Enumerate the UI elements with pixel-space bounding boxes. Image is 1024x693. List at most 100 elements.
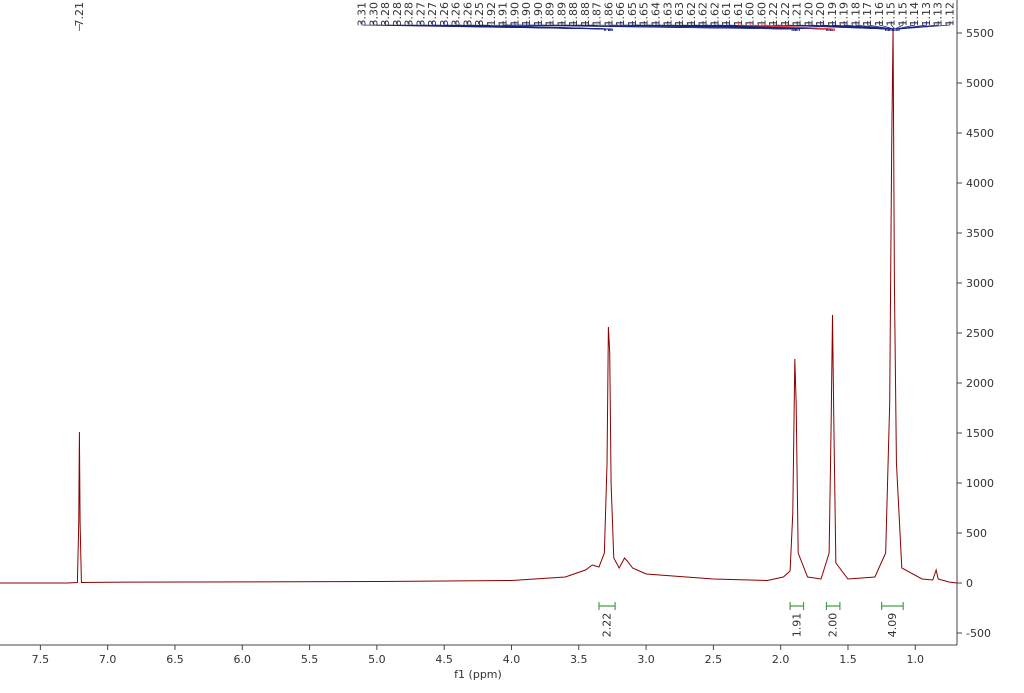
peak-label: 1.61 [720, 2, 733, 27]
peak-label: 1.19 [826, 2, 839, 27]
peak-label: 1.14 [908, 2, 921, 27]
peak-label: 1.90 [520, 2, 533, 27]
peak-label: 1.22 [767, 2, 780, 27]
peak-connector [896, 21, 916, 31]
x-tick-label: 5.5 [301, 653, 319, 666]
peak-label: 1.89 [555, 2, 568, 27]
peak-label: 3.26 [461, 2, 474, 27]
peak-label: 1.63 [661, 2, 674, 27]
peak-connector [898, 21, 951, 31]
y-tick-label: 500 [966, 527, 987, 540]
peak-label: 1.86 [602, 2, 615, 27]
peak-connector [479, 21, 613, 31]
x-tick-label: 7.5 [32, 653, 50, 666]
peak-label: 1.21 [791, 2, 804, 27]
peak-label: 1.13 [920, 2, 933, 27]
y-tick-label: 0 [966, 577, 973, 590]
peak-label: 3.28 [379, 2, 392, 27]
x-tick-label: 7.0 [99, 653, 117, 666]
peak-connector [820, 21, 889, 31]
y-tick-label: 4000 [966, 177, 994, 190]
integral-label: 4.09 [886, 613, 899, 638]
peak-label: 1.64 [650, 2, 663, 27]
peak-label: 1.15 [885, 2, 898, 27]
integral-bracket [789, 602, 805, 610]
x-tick-label: 6.5 [166, 653, 184, 666]
peak-label: 3.28 [403, 2, 416, 27]
x-tick-label: 4.0 [503, 653, 521, 666]
peak-label: 1.90 [508, 2, 521, 27]
peak-label: 1.20 [802, 2, 815, 27]
peak-label: 3.26 [438, 2, 451, 27]
y-tick-label: 3000 [966, 277, 994, 290]
peak-label: 1.61 [732, 2, 745, 27]
y-tick-label: 5000 [966, 77, 994, 90]
peak-label: 1.12 [944, 2, 957, 27]
peak-label: 3.28 [391, 2, 404, 27]
peak-label: 1.62 [685, 2, 698, 27]
peak-label: 1.66 [614, 2, 627, 27]
x-tick-label: 4.5 [435, 653, 453, 666]
peak-connector [894, 21, 904, 31]
y-tick-label: 5500 [966, 27, 994, 40]
x-tick-label: 6.0 [234, 653, 252, 666]
x-tick-label: 1.0 [907, 653, 925, 666]
integral-bracket [881, 602, 904, 610]
peak-label: 1.89 [544, 2, 557, 27]
spectrum-line [0, 27, 958, 584]
x-tick-label: 3.5 [570, 653, 588, 666]
peak-connector [879, 21, 895, 31]
y-tick-label: 1000 [966, 477, 994, 490]
peak-label: 1.20 [814, 2, 827, 27]
peak-label: 1.90 [532, 2, 545, 27]
y-tick-label: 3500 [966, 227, 994, 240]
peak-label: 1.15 [896, 2, 909, 27]
peak-label: 3.26 [450, 2, 463, 27]
integral-bracket [598, 602, 616, 610]
integral-label: 2.00 [827, 613, 840, 638]
peak-label: 1.92 [485, 2, 498, 27]
peak-label: 3.27 [426, 2, 439, 27]
peak-label: 1.18 [849, 2, 862, 27]
peak-label: 1.62 [697, 2, 710, 27]
x-axis-label: f1 (ppm) [454, 668, 502, 681]
x-tick-label: 2.0 [772, 653, 790, 666]
peak-label: 1.16 [873, 2, 886, 27]
peak-label: 1.65 [638, 2, 651, 27]
peak-connector [761, 21, 835, 31]
y-tick-label: -500 [966, 627, 991, 640]
peak-label: 1.88 [579, 2, 592, 27]
y-tick-label: 2500 [966, 327, 994, 340]
peak-label: 1.13 [932, 2, 945, 27]
peak-label: 7.21 [73, 2, 86, 27]
integral-label: 2.22 [601, 613, 614, 638]
x-tick-label: 2.5 [705, 653, 723, 666]
peak-label: 1.88 [567, 2, 580, 27]
peak-label: 1.22 [779, 2, 792, 27]
peak-connector [843, 21, 891, 31]
peak-label: 3.30 [367, 2, 380, 27]
peak-label: 1.19 [838, 2, 851, 27]
peak-label: 1.87 [591, 2, 604, 27]
peak-label: 1.62 [708, 2, 721, 27]
y-tick-label: 4500 [966, 127, 994, 140]
y-tick-label: 2000 [966, 377, 994, 390]
peak-label: 3.31 [356, 2, 369, 27]
integral-label: 1.91 [790, 613, 803, 638]
peak-label: 1.65 [626, 2, 639, 27]
peak-label: 1.91 [497, 2, 510, 27]
peak-connector [867, 21, 893, 31]
x-tick-label: 5.0 [368, 653, 386, 666]
peak-label: 1.63 [673, 2, 686, 27]
peak-label: 1.60 [744, 2, 757, 27]
x-tick-label: 3.0 [637, 653, 655, 666]
peak-label: 1.60 [755, 2, 768, 27]
x-tick-label: 1.5 [839, 653, 857, 666]
integral-bracket [825, 602, 841, 610]
peak-label: 1.17 [861, 2, 874, 27]
peak-connector [897, 21, 939, 31]
peak-label: 3.25 [473, 2, 486, 27]
y-tick-label: 1500 [966, 427, 994, 440]
